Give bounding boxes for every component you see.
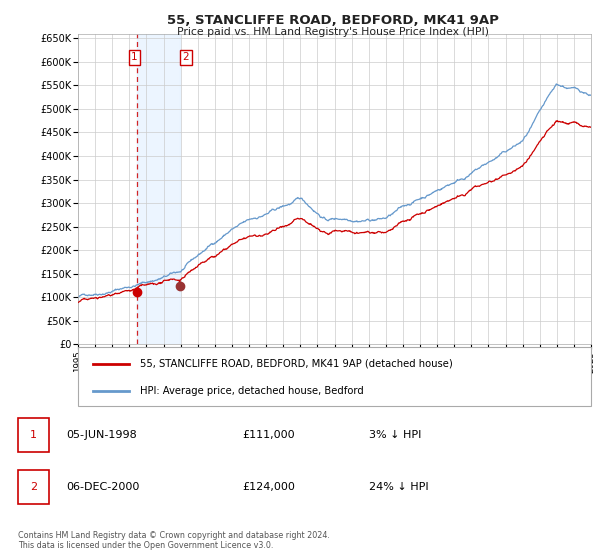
Text: 2: 2 [30,482,37,492]
Bar [137,34,179,344]
Text: £111,000: £111,000 [242,430,295,440]
Text: 1: 1 [131,52,138,62]
Text: 55, STANCLIFFE ROAD, BEDFORD, MK41 9AP (detached house): 55, STANCLIFFE ROAD, BEDFORD, MK41 9AP (… [140,358,452,368]
Text: 24% ↓ HPI: 24% ↓ HPI [369,482,429,492]
Text: 06-DEC-2000: 06-DEC-2000 [67,482,140,492]
Text: 3% ↓ HPI: 3% ↓ HPI [369,430,421,440]
Text: Contains HM Land Registry data © Crown copyright and database right 2024.
This d: Contains HM Land Registry data © Crown c… [18,531,329,550]
FancyBboxPatch shape [18,470,49,504]
Text: 2: 2 [182,52,189,62]
FancyBboxPatch shape [18,418,49,452]
Text: 05-JUN-1998: 05-JUN-1998 [67,430,137,440]
Text: 55, STANCLIFFE ROAD, BEDFORD, MK41 9AP: 55, STANCLIFFE ROAD, BEDFORD, MK41 9AP [167,14,499,27]
Text: 1: 1 [30,430,37,440]
Text: Price paid vs. HM Land Registry's House Price Index (HPI): Price paid vs. HM Land Registry's House … [177,27,489,37]
Text: HPI: Average price, detached house, Bedford: HPI: Average price, detached house, Bedf… [140,386,364,396]
Text: £124,000: £124,000 [242,482,295,492]
FancyBboxPatch shape [78,347,591,406]
